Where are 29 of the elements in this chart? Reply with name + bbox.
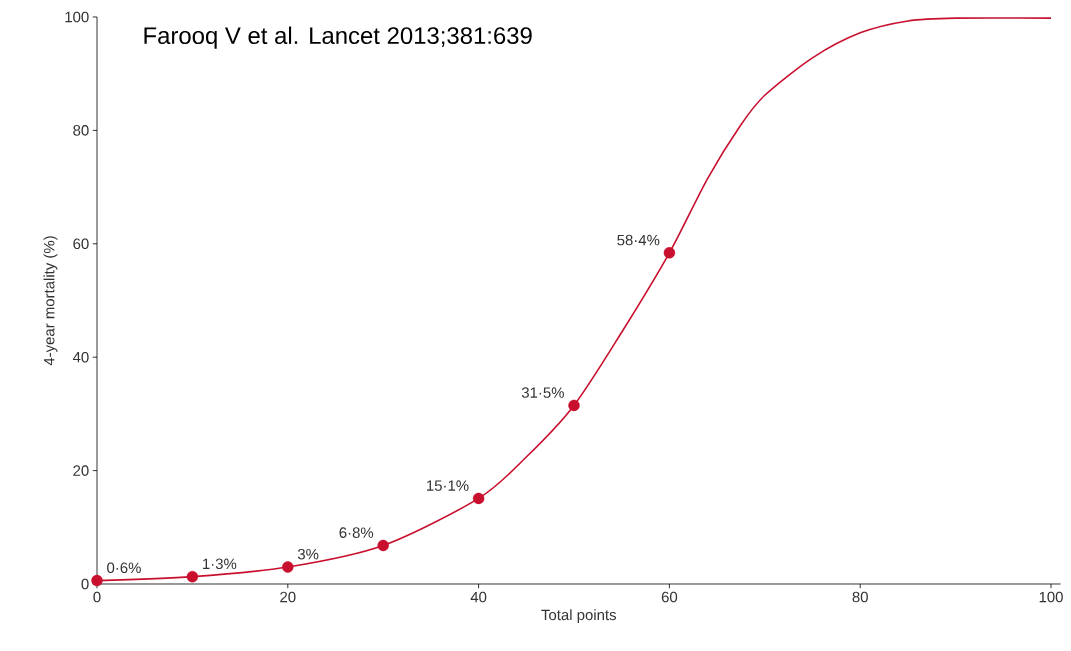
point [91, 574, 103, 587]
y-tick-label: 100 [65, 11, 89, 23]
data-label: 15·1% [427, 480, 469, 491]
y-tick-label: 0 [81, 578, 89, 590]
point [186, 570, 199, 583]
point [472, 492, 485, 505]
x-tick-label: 60 [661, 591, 678, 603]
x-axis-title: Total points [541, 609, 617, 624]
data-label: 0·6% [107, 562, 141, 574]
y-tick-label: 20 [73, 465, 89, 476]
data-label: 58·4% [617, 234, 660, 246]
x-tick-label: 100 [1039, 591, 1063, 603]
point [282, 561, 294, 573]
x-tick-label: 80 [852, 591, 868, 603]
point [377, 539, 389, 552]
point [663, 247, 676, 259]
data-label: 31·5% [521, 387, 564, 398]
y-tick-label: 60 [73, 238, 89, 250]
x-tick-label: 20 [280, 591, 296, 603]
annotation: Farooq V et al. Lancet 2013;381:639 [144, 26, 532, 49]
y-axis-title: 4-year mortality (%) [43, 236, 58, 366]
data-label: 1·3% [203, 558, 237, 570]
data-label: 6·8% [339, 527, 374, 538]
y-tick-label: 40 [72, 351, 89, 363]
point [568, 399, 580, 412]
data-label: 3% [297, 548, 319, 560]
x-tick-label: 0 [93, 591, 101, 603]
y-tick-label: 80 [73, 125, 89, 136]
x-tick-label: 40 [470, 591, 487, 603]
